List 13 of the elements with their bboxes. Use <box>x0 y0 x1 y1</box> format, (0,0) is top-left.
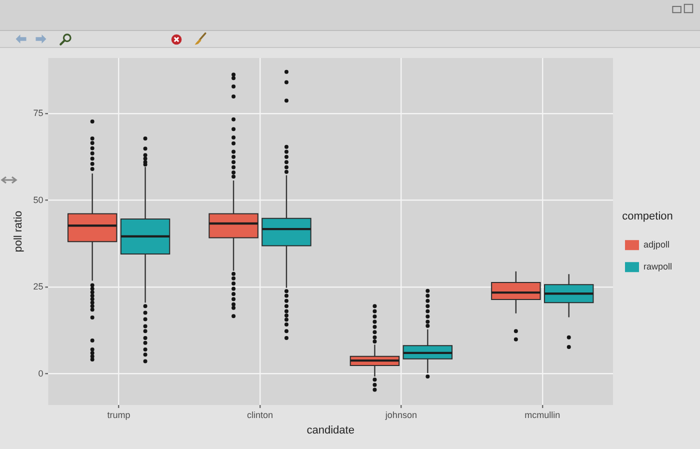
legend-label: rawpoll <box>643 262 672 272</box>
x-tick-label: mcmullin <box>524 410 560 420</box>
legend-label: adjpoll <box>643 240 670 250</box>
y-tick-label: 75 <box>33 108 44 118</box>
legend-title: competion <box>622 210 673 222</box>
y-tick-label: 25 <box>33 282 44 292</box>
y-tick-label: 0 <box>38 368 44 378</box>
x-tick-label: johnson <box>384 410 417 420</box>
x-tick-label: clinton <box>246 410 274 420</box>
y-tick-label: 50 <box>33 194 44 205</box>
x-axis-title: candidate <box>306 424 354 436</box>
x-tick-label: trump <box>107 410 130 420</box>
y-axis-title: poll ratio <box>12 210 25 252</box>
